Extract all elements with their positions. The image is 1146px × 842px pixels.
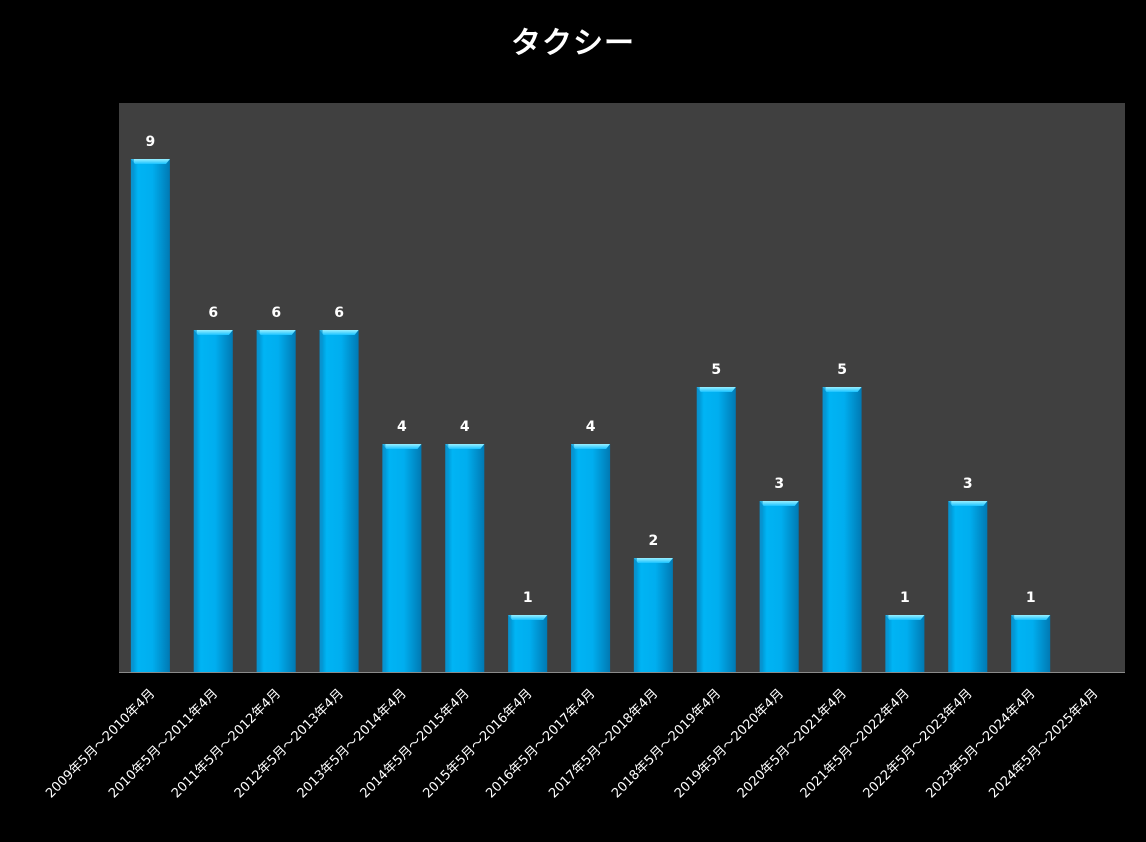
data-label: 6 <box>271 305 281 321</box>
bar <box>193 330 233 672</box>
bar <box>1011 615 1051 672</box>
x-tick-label: 2015年5月～2016年4月 <box>420 686 535 801</box>
data-label: 5 <box>837 362 847 378</box>
x-tick-label: 2016年5月～2017年4月 <box>483 686 598 801</box>
data-label: 3 <box>963 476 973 492</box>
bar <box>696 387 736 672</box>
bar <box>130 159 170 672</box>
x-tick-label: 2014年5月～2015年4月 <box>358 686 473 801</box>
bar <box>571 444 611 672</box>
data-label: 3 <box>774 476 784 492</box>
bar <box>319 330 359 672</box>
data-label: 6 <box>208 305 218 321</box>
data-label: 4 <box>460 419 470 435</box>
data-label: 1 <box>523 590 533 606</box>
bar <box>633 558 673 672</box>
x-tick-label: 2022年5月～2023年4月 <box>861 686 976 801</box>
x-tick-label: 2012年5月～2013年4月 <box>232 686 347 801</box>
data-label: 1 <box>900 590 910 606</box>
x-tick-label: 2018年5月～2019年4月 <box>609 686 724 801</box>
bar <box>759 501 799 672</box>
bar <box>822 387 862 672</box>
x-tick-label: 2021年5月～2022年4月 <box>798 686 913 801</box>
data-label: 2 <box>649 533 659 549</box>
data-label: 5 <box>711 362 721 378</box>
x-tick-label: 2024年5月～2025年4月 <box>986 686 1101 801</box>
bar <box>445 444 485 672</box>
data-label: 1 <box>1026 590 1036 606</box>
bar <box>508 615 548 672</box>
data-label: 4 <box>397 419 407 435</box>
bar <box>948 501 988 672</box>
x-tick-label: 2019年5月～2020年4月 <box>672 686 787 801</box>
chart-title: タクシー <box>511 26 635 61</box>
bar <box>256 330 296 672</box>
bar <box>382 444 422 672</box>
x-tick-label: 2013年5月～2014年4月 <box>295 686 410 801</box>
x-tick-label: 2010年5月～2011年4月 <box>106 686 221 801</box>
data-label: 6 <box>334 305 344 321</box>
x-tick-label: 2020年5月～2021年4月 <box>735 686 850 801</box>
x-tick-label: 2023年5月～2024年4月 <box>923 686 1038 801</box>
bar <box>885 615 925 672</box>
x-tick-label: 2009年5月～2010年4月 <box>43 686 158 801</box>
x-tick-label: 2011年5月～2012年4月 <box>169 686 284 801</box>
x-tick-label: 2017年5月～2018年4月 <box>546 686 661 801</box>
data-label: 9 <box>146 134 156 150</box>
data-label: 4 <box>586 419 596 435</box>
